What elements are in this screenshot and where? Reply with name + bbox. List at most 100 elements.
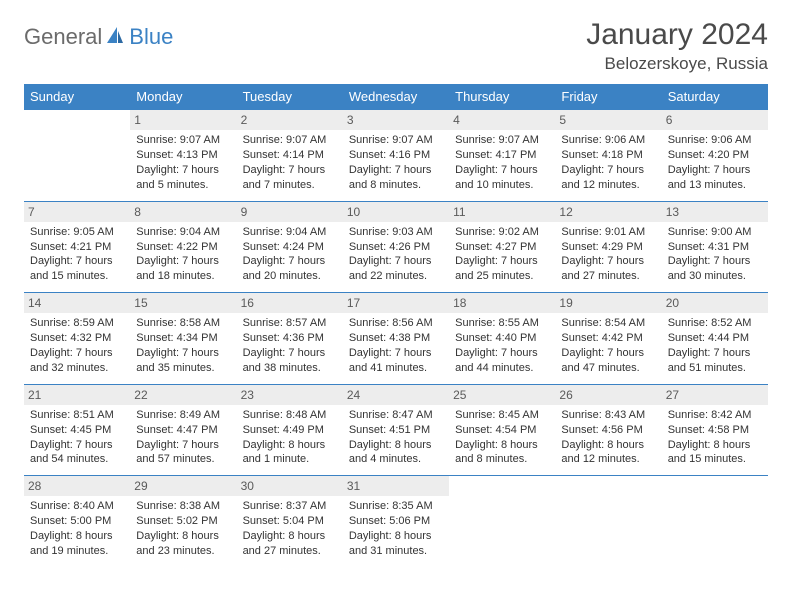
d1-text: Daylight: 7 hours <box>668 163 762 178</box>
sunset-text: Sunset: 4:40 PM <box>455 331 549 346</box>
calendar-cell: 26Sunrise: 8:43 AMSunset: 4:56 PMDayligh… <box>555 384 661 476</box>
day-header-row: Sunday Monday Tuesday Wednesday Thursday… <box>24 84 768 110</box>
sunrise-text: Sunrise: 9:06 AM <box>561 133 655 148</box>
sunset-text: Sunset: 4:24 PM <box>243 240 337 255</box>
d2-text: and 19 minutes. <box>30 544 124 559</box>
d2-text: and 44 minutes. <box>455 361 549 376</box>
calendar-week-row: 28Sunrise: 8:40 AMSunset: 5:00 PMDayligh… <box>24 476 768 567</box>
d1-text: Daylight: 7 hours <box>561 163 655 178</box>
d2-text: and 23 minutes. <box>136 544 230 559</box>
day-number: 21 <box>24 385 130 405</box>
sunset-text: Sunset: 4:56 PM <box>561 423 655 438</box>
d2-text: and 27 minutes. <box>561 269 655 284</box>
day-number: 24 <box>343 385 449 405</box>
day-number: 9 <box>237 202 343 222</box>
day-number: 19 <box>555 293 661 313</box>
header: General Blue January 2024 Belozerskoye, … <box>24 18 768 74</box>
calendar-cell: 14Sunrise: 8:59 AMSunset: 4:32 PMDayligh… <box>24 293 130 385</box>
day-number: 15 <box>130 293 236 313</box>
d1-text: Daylight: 7 hours <box>136 346 230 361</box>
calendar-cell: 24 Sunrise: 8:47 AMSunset: 4:51 PMDayligh… <box>343 384 449 476</box>
d2-text: and 12 minutes. <box>561 178 655 193</box>
d1-text: Daylight: 7 hours <box>455 163 549 178</box>
d2-text: and 8 minutes. <box>349 178 443 193</box>
calendar-cell: 11Sunrise: 9:02 AMSunset: 4:27 PMDayligh… <box>449 201 555 293</box>
sunset-text: Sunset: 4:27 PM <box>455 240 549 255</box>
d2-text: and 15 minutes. <box>30 269 124 284</box>
sunrise-text: Sunrise: 8:43 AM <box>561 408 655 423</box>
calendar-week-row: 1Sunrise: 9:07 AMSunset: 4:13 PMDaylight… <box>24 110 768 202</box>
calendar-cell: 27Sunrise: 8:42 AMSunset: 4:58 PMDayligh… <box>662 384 768 476</box>
d2-text: and 41 minutes. <box>349 361 443 376</box>
d1-text: Daylight: 7 hours <box>136 438 230 453</box>
day-number: 29 <box>130 476 236 496</box>
sunset-text: Sunset: 4:51 PM <box>349 423 443 438</box>
sunset-text: Sunset: 4:14 PM <box>243 148 337 163</box>
sunset-text: Sunset: 4:32 PM <box>30 331 124 346</box>
sunset-text: Sunset: 4:21 PM <box>30 240 124 255</box>
title-block: January 2024 Belozerskoye, Russia <box>586 18 768 74</box>
calendar-cell: 23Sunrise: 8:48 AMSunset: 4:49 PMDayligh… <box>237 384 343 476</box>
d1-text: Daylight: 7 hours <box>30 438 124 453</box>
day-number: 22 <box>130 385 236 405</box>
day-header: Sunday <box>24 84 130 110</box>
d1-text: Daylight: 7 hours <box>668 346 762 361</box>
day-number: 13 <box>662 202 768 222</box>
sunrise-text: Sunrise: 8:38 AM <box>136 499 230 514</box>
sunrise-text: Sunrise: 9:03 AM <box>349 225 443 240</box>
day-number: 3 <box>343 110 449 130</box>
logo-sail-icon <box>105 25 125 50</box>
sunrise-text: Sunrise: 9:04 AM <box>136 225 230 240</box>
sunset-text: Sunset: 5:04 PM <box>243 514 337 529</box>
d2-text: and 10 minutes. <box>455 178 549 193</box>
d1-text: Daylight: 8 hours <box>668 438 762 453</box>
sunrise-text: Sunrise: 8:40 AM <box>30 499 124 514</box>
sunrise-text: Sunrise: 9:00 AM <box>668 225 762 240</box>
d2-text: and 1 minute. <box>243 452 337 467</box>
sunrise-text: Sunrise: 8:47 AM <box>349 408 443 423</box>
calendar-cell: 20Sunrise: 8:52 AMSunset: 4:44 PMDayligh… <box>662 293 768 385</box>
day-header: Friday <box>555 84 661 110</box>
logo-text-general: General <box>24 24 102 50</box>
calendar-cell: 25Sunrise: 8:45 AMSunset: 4:54 PMDayligh… <box>449 384 555 476</box>
sunset-text: Sunset: 5:00 PM <box>30 514 124 529</box>
day-number: 23 <box>237 385 343 405</box>
sunset-text: Sunset: 4:38 PM <box>349 331 443 346</box>
calendar-cell: 3Sunrise: 9:07 AMSunset: 4:16 PMDaylight… <box>343 110 449 202</box>
d2-text: and 25 minutes. <box>455 269 549 284</box>
d2-text: and 51 minutes. <box>668 361 762 376</box>
d2-text: and 38 minutes. <box>243 361 337 376</box>
calendar-week-row: 14Sunrise: 8:59 AMSunset: 4:32 PMDayligh… <box>24 293 768 385</box>
d1-text: Daylight: 7 hours <box>561 346 655 361</box>
calendar-cell <box>24 110 130 202</box>
sunrise-text: Sunrise: 8:42 AM <box>668 408 762 423</box>
d2-text: and 47 minutes. <box>561 361 655 376</box>
d2-text: and 31 minutes. <box>349 544 443 559</box>
sunrise-text: Sunrise: 9:04 AM <box>243 225 337 240</box>
calendar-cell: 6Sunrise: 9:06 AMSunset: 4:20 PMDaylight… <box>662 110 768 202</box>
sunset-text: Sunset: 4:31 PM <box>668 240 762 255</box>
day-number: 2 <box>237 110 343 130</box>
d1-text: Daylight: 8 hours <box>349 438 443 453</box>
calendar-cell: 10Sunrise: 9:03 AMSunset: 4:26 PMDayligh… <box>343 201 449 293</box>
day-number: 10 <box>343 202 449 222</box>
sunrise-text: Sunrise: 8:37 AM <box>243 499 337 514</box>
d2-text: and 13 minutes. <box>668 178 762 193</box>
sunrise-text: Sunrise: 8:49 AM <box>136 408 230 423</box>
d1-text: Daylight: 7 hours <box>136 254 230 269</box>
d2-text: and 22 minutes. <box>349 269 443 284</box>
day-number: 18 <box>449 293 555 313</box>
day-header: Monday <box>130 84 236 110</box>
sunset-text: Sunset: 4:47 PM <box>136 423 230 438</box>
sunset-text: Sunset: 4:26 PM <box>349 240 443 255</box>
day-number: 17 <box>343 293 449 313</box>
calendar-cell <box>555 476 661 567</box>
d2-text: and 18 minutes. <box>136 269 230 284</box>
calendar-cell: 1Sunrise: 9:07 AMSunset: 4:13 PMDaylight… <box>130 110 236 202</box>
day-number: 26 <box>555 385 661 405</box>
sunrise-text: Sunrise: 9:07 AM <box>243 133 337 148</box>
day-number: 30 <box>237 476 343 496</box>
d1-text: Daylight: 7 hours <box>243 163 337 178</box>
calendar-cell: 29Sunrise: 8:38 AMSunset: 5:02 PMDayligh… <box>130 476 236 567</box>
d2-text: and 30 minutes. <box>668 269 762 284</box>
